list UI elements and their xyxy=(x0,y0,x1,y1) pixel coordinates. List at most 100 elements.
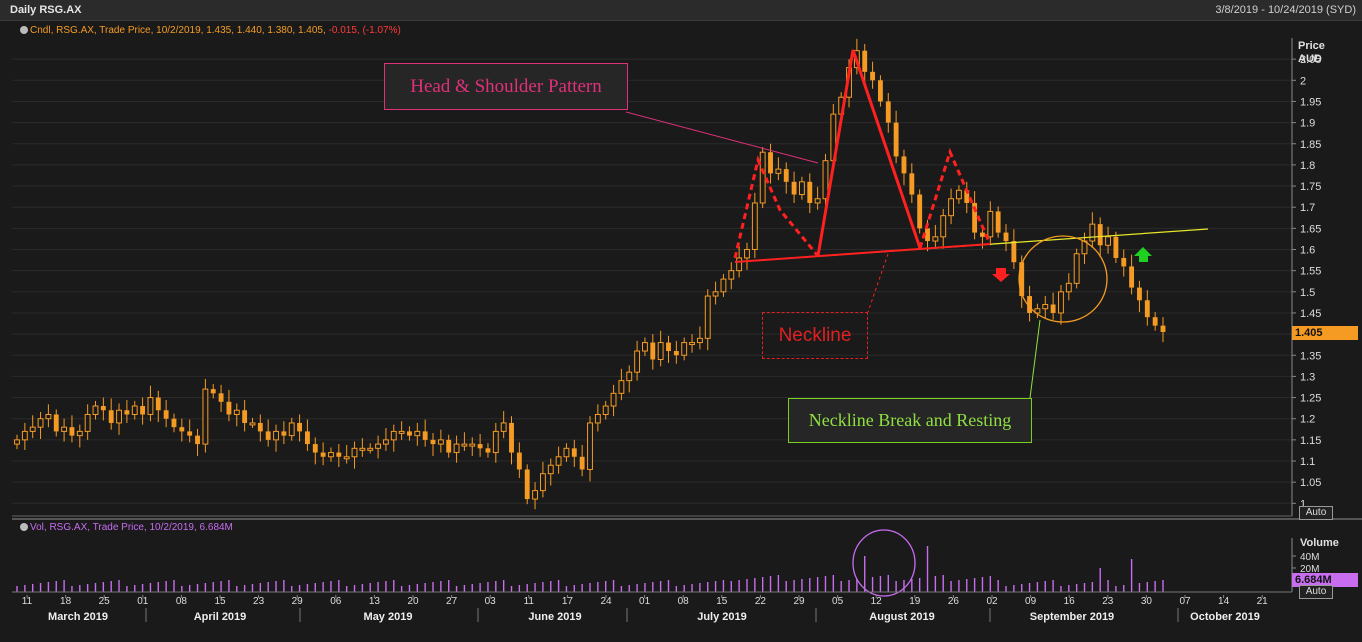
volume-bar xyxy=(942,575,944,592)
y-tick-label: 1 xyxy=(1300,498,1306,510)
candle-up xyxy=(696,337,703,344)
y-tick-label: 1.55 xyxy=(1300,266,1321,278)
volume-bar xyxy=(911,579,913,592)
candle-up xyxy=(547,464,554,475)
volume-bar xyxy=(479,583,481,592)
volume-bar xyxy=(204,583,207,592)
volume-bar xyxy=(47,582,50,592)
month-label: March 2019 xyxy=(48,611,108,623)
y-tick-label: 1.3 xyxy=(1300,371,1315,383)
candle-down xyxy=(972,202,978,233)
title-bar: Daily RSG.AX 3/8/2019 - 10/24/2019 (SYD) xyxy=(0,0,1362,21)
last-volume-tag: 6.684M xyxy=(1292,573,1358,587)
candle-down xyxy=(430,439,436,445)
volume-bar xyxy=(510,586,513,592)
candle-down xyxy=(195,435,200,445)
candle-up xyxy=(328,452,334,458)
volume-bar xyxy=(636,584,638,592)
volume-bar xyxy=(361,584,364,592)
candle-down xyxy=(1160,325,1166,332)
neckline-break-annotation: Neckline Break and Resting xyxy=(788,398,1032,443)
candles xyxy=(14,38,1166,510)
volume-bar xyxy=(989,576,992,592)
price-auto-button[interactable]: Auto xyxy=(1299,506,1333,520)
candle-up xyxy=(398,430,405,434)
y-tick-label: 1.35 xyxy=(1300,350,1321,362)
volume-bar xyxy=(165,581,167,592)
volume-bar xyxy=(675,586,678,592)
candle-up xyxy=(602,405,609,415)
head-shoulder-annotation: Head & Shoulder Pattern xyxy=(384,63,628,110)
candle-up xyxy=(37,418,44,428)
candle-up xyxy=(681,342,688,356)
volume-bar xyxy=(746,579,748,592)
volume-bar xyxy=(809,578,811,592)
candle-up xyxy=(775,168,782,174)
x-tick-label: 15 xyxy=(716,596,728,607)
volume-bar xyxy=(557,580,560,592)
candle-up xyxy=(492,430,499,454)
volume-bar xyxy=(236,586,238,592)
candle-up xyxy=(814,198,821,204)
candle-up xyxy=(390,430,397,441)
x-tick-label: 19 xyxy=(909,596,921,607)
volume-bar xyxy=(448,580,450,592)
volume-bar xyxy=(534,583,536,592)
price-axis-title: Price AUD xyxy=(1298,40,1325,66)
volume-bar xyxy=(565,586,568,592)
candle-up xyxy=(563,447,570,458)
candle-up xyxy=(634,350,641,373)
candle-up xyxy=(21,430,28,441)
volume-bar xyxy=(63,580,65,592)
volume-bar xyxy=(761,577,764,592)
volume-bar xyxy=(1146,582,1149,592)
x-tick-label: 21 xyxy=(1257,596,1269,607)
volume-bar xyxy=(259,583,262,592)
candle-up xyxy=(288,422,295,437)
volume-bar xyxy=(432,582,434,592)
candle-up xyxy=(657,342,664,360)
candle-up xyxy=(728,270,735,280)
arrow-down-icon xyxy=(992,268,1010,282)
volume-bar xyxy=(298,585,301,592)
neckline-break-leader xyxy=(1029,319,1041,399)
x-tick-label: 13 xyxy=(369,596,381,607)
volume-auto-button[interactable]: Auto xyxy=(1299,585,1333,599)
volume-bar xyxy=(118,580,120,592)
y-tick-label: 1.65 xyxy=(1300,223,1321,235)
x-tick-label: 30 xyxy=(1141,596,1153,607)
candle-up xyxy=(351,447,358,458)
month-label: September 2019 xyxy=(1030,611,1114,623)
volume-bar xyxy=(134,585,136,592)
volume-bar xyxy=(79,585,81,592)
candle-down xyxy=(1129,266,1135,288)
volume-bar xyxy=(212,582,214,592)
volume-bar xyxy=(471,584,473,592)
x-tick-label: 03 xyxy=(485,596,497,607)
volume-bar xyxy=(518,585,521,592)
volume-bar xyxy=(440,581,442,592)
neckline-leader xyxy=(867,253,889,313)
clock-icon[interactable] xyxy=(20,523,28,531)
candle-up xyxy=(84,413,91,432)
candle-up xyxy=(437,439,444,445)
volume-bar xyxy=(973,578,976,592)
volume-bar xyxy=(871,577,874,592)
candle-down xyxy=(422,431,428,440)
volume-bar xyxy=(730,581,732,592)
volume-bar xyxy=(369,583,371,592)
candle-up xyxy=(751,202,758,251)
x-tick-label: 05 xyxy=(832,596,844,607)
clock-icon[interactable] xyxy=(20,26,28,34)
volume-bar xyxy=(903,580,905,592)
volume-bar xyxy=(934,576,937,592)
neckline-red-segment xyxy=(734,243,991,263)
candle-down xyxy=(179,427,185,432)
candle-down xyxy=(516,452,522,470)
volume-bar xyxy=(769,576,772,592)
month-label: August 2019 xyxy=(869,611,934,623)
volume-bar xyxy=(722,580,725,592)
candle-down xyxy=(650,342,656,360)
x-tick-label: 08 xyxy=(176,596,188,607)
volume-bar xyxy=(691,584,693,592)
